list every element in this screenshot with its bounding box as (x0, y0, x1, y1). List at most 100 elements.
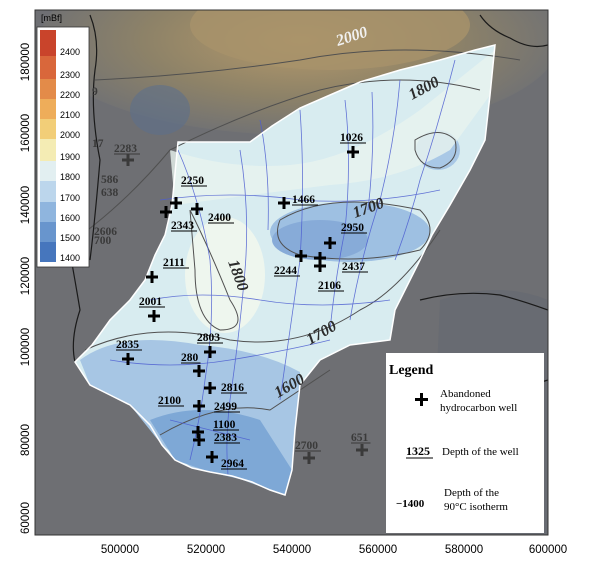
legend-depth-sample: 1325 (406, 444, 430, 458)
y-tick-label: 140000 (20, 186, 32, 224)
northern-peak-zone (190, 10, 470, 70)
well-depth-label: 2100 (158, 395, 181, 407)
well-depth-label: 1026 (340, 132, 363, 144)
y-tick-label: 180000 (20, 43, 32, 81)
edge-label: 638 (101, 187, 119, 199)
well-depth-label: 2835 (116, 339, 139, 351)
well-depth-label: 1100 (213, 419, 236, 431)
colorbar-swatch (40, 79, 56, 99)
well-marker: 2383 (193, 432, 240, 446)
well-marker: 2816 (204, 382, 247, 394)
well-depth-label: 2383 (214, 432, 237, 444)
legend-iso-text-1: Depth of the (444, 487, 499, 499)
well-depth-label: 2700 (295, 440, 318, 452)
colorbar-swatch (40, 56, 56, 79)
edge-label: 17 (92, 138, 104, 150)
colorbar-swatch (40, 139, 56, 161)
well-depth-label: 2283 (114, 143, 137, 155)
central-high-pocket (185, 217, 265, 333)
well-marker: 2106 (314, 260, 344, 292)
well-depth-label: 2816 (221, 382, 244, 394)
colorbar-tick: 2400 (60, 47, 80, 57)
colorbar-tick: 1400 (60, 253, 80, 263)
well-depth-label: 280 (181, 352, 199, 364)
well-marker: 2111 (146, 257, 189, 283)
well-marker: 2343 (160, 206, 197, 232)
well-marker: 1466 (278, 194, 318, 209)
well-depth-label: 2400 (208, 212, 231, 224)
x-tick-label: 580000 (445, 544, 483, 556)
well-depth-label: 2106 (318, 280, 341, 292)
well-depth-label: 2437 (342, 261, 365, 273)
well-marker: 280 (181, 352, 205, 377)
wells-layer: 1026 2283 2250 2343 2400 1466 2950 2244 24372106… (114, 132, 371, 470)
y-tick-label: 60000 (20, 502, 32, 534)
y-tick-label: 100000 (20, 328, 32, 366)
map-plot-area (35, 10, 548, 535)
colorbar-swatch (40, 242, 56, 262)
colorbar-tick: 1800 (60, 172, 80, 182)
well-depth-label: 651 (351, 432, 369, 444)
colorbar-swatch (40, 99, 56, 119)
well-depth-label: 2803 (197, 332, 220, 344)
edge-label: 586 (101, 174, 119, 186)
y-tick-label: 120000 (20, 257, 32, 295)
legend-iso-sample: −1400 (396, 498, 425, 510)
x-tick-label: 500000 (101, 544, 139, 556)
colorbar-swatch (40, 30, 56, 56)
well-marker: 1026 (340, 132, 366, 158)
well-marker: 2437 (314, 252, 368, 273)
well-marker: 651 (351, 432, 371, 456)
colorbar-swatch (40, 181, 56, 202)
colorbar-tick: 2200 (60, 90, 80, 100)
southwest-deep-zone (150, 410, 292, 495)
well-depth-label: 2244 (274, 265, 297, 277)
colorbar-swatch (40, 161, 56, 181)
well-marker: 2283 (114, 143, 140, 166)
colorbar-tick: 1500 (60, 233, 80, 243)
well-marker: 1100 (192, 419, 239, 438)
x-tick-label: 540000 (273, 544, 311, 556)
colorbar-tick: 1600 (60, 213, 80, 223)
legend-well-text-2: hydrocarbon well (440, 402, 517, 414)
colorbar-swatch (40, 119, 56, 139)
colorbar-swatch (40, 222, 56, 242)
well-marker: 2964 (206, 451, 247, 470)
study-region-outline (74, 44, 496, 496)
edge-label: 2606 (94, 226, 117, 238)
edge-label: 700 (94, 235, 112, 247)
map-frame (34, 9, 549, 536)
x-tick-label: 560000 (359, 544, 397, 556)
colorbar-tick: 2000 (60, 130, 80, 140)
central-east-low (272, 220, 368, 260)
legend: Legend Abandoned hydrocarbon well 1325 D… (386, 353, 544, 533)
well-marker: 2400 (191, 203, 234, 224)
well-marker: 2803 (197, 332, 223, 358)
legend-box (386, 353, 544, 533)
well-marker: 2244 (274, 250, 307, 277)
x-tick-label: 600000 (529, 544, 567, 556)
colorbar: [mBf] 2400 2300 2200 2100 2000 1900 1800 1700 16… (36, 13, 90, 268)
colorbar-tick: 2300 (60, 70, 80, 80)
colorbar-tick: 2100 (60, 110, 80, 120)
y-tick-label: 160000 (20, 114, 32, 152)
well-marker: 2950 (324, 222, 367, 249)
x-tick-label: 520000 (187, 544, 225, 556)
y-tick-label: 80000 (20, 424, 32, 456)
well-depth-label: 2001 (139, 296, 162, 308)
well-marker: 2001 (139, 296, 165, 322)
northern-plateau (170, 50, 495, 205)
legend-iso-text-2: 90°C isotherm (444, 501, 508, 513)
well-marker: 2250 (170, 175, 207, 209)
legend-depth-text: Depth of the well (442, 446, 519, 458)
legend-title: Legend (389, 363, 434, 378)
well-marker: 2835 (116, 339, 142, 365)
legend-well-text-1: Abandoned (440, 388, 491, 400)
well-depth-label: 2250 (181, 175, 204, 187)
x-axis: 500000 520000 540000 560000 580000 600000 (101, 544, 567, 556)
edge-label: 9 (92, 86, 98, 98)
y-axis: 180000 160000 140000 120000 100000 80000 60000 (20, 43, 32, 534)
northwest-low-zone (130, 85, 190, 135)
